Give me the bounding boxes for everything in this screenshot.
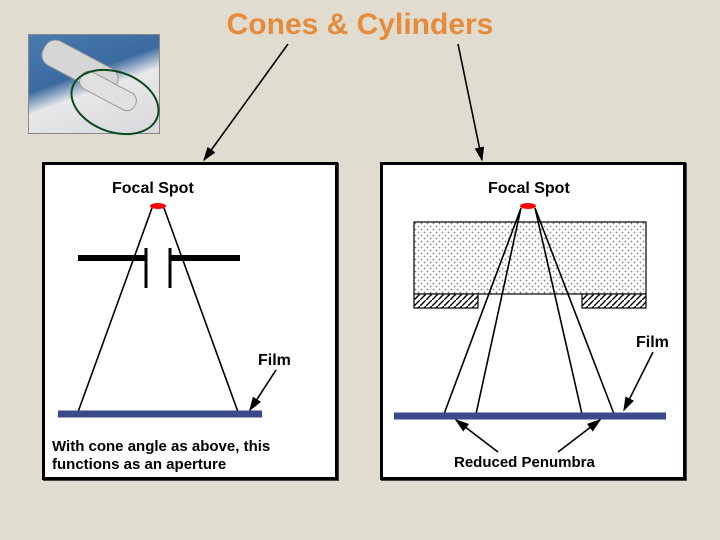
left-ray-2	[164, 208, 238, 412]
film-arrow-left	[250, 370, 276, 410]
cylinder-box	[414, 222, 646, 294]
hatched-left	[414, 294, 478, 308]
left-ray-1	[78, 208, 152, 412]
title-arrow-left	[204, 44, 288, 160]
focal-spot-left	[150, 203, 166, 209]
film-arrow-right	[624, 352, 653, 410]
penumbra-arrow-right	[558, 420, 600, 452]
diagram-svg	[0, 0, 720, 540]
title-arrow-right	[458, 44, 482, 160]
penumbra-arrow-left	[456, 420, 498, 452]
focal-spot-right	[520, 203, 536, 209]
hatched-right	[582, 294, 646, 308]
